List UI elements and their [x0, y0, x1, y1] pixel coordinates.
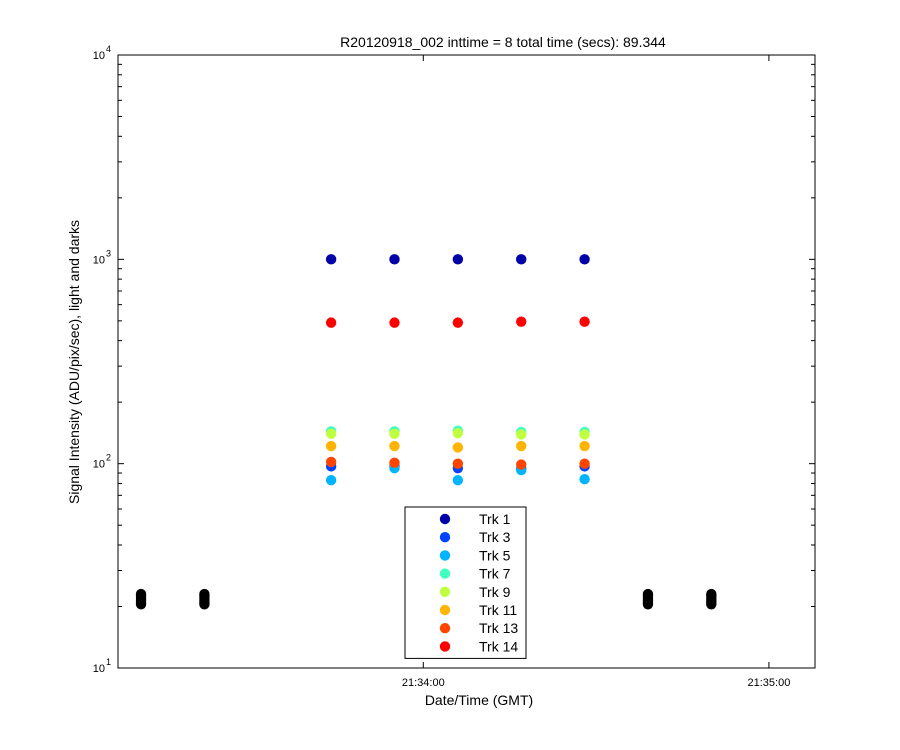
data-point — [389, 428, 400, 440]
data-point — [452, 475, 464, 486]
data-point — [579, 440, 590, 452]
data-point — [325, 254, 337, 265]
data-point — [452, 427, 464, 439]
y-tick-label: 10 — [93, 459, 105, 471]
legend-marker — [439, 586, 451, 597]
data-point — [452, 254, 464, 265]
legend-box — [404, 506, 527, 659]
legend-marker — [439, 641, 451, 652]
y-tick-label: 10 — [93, 254, 105, 266]
y-tick-exponent: 3 — [106, 248, 111, 258]
data-point — [389, 317, 400, 328]
dark-point — [706, 588, 717, 600]
data-point — [452, 458, 464, 469]
y-tick-exponent: 2 — [106, 453, 111, 463]
legend-label: Trk 13 — [479, 620, 518, 636]
dark-point — [135, 588, 147, 600]
legend-marker — [439, 532, 451, 543]
y-tick-label: 10 — [93, 50, 105, 62]
data-point — [325, 428, 337, 440]
data-point — [579, 458, 590, 469]
legend-label: Trk 3 — [479, 529, 511, 545]
dark-point — [642, 588, 654, 600]
data-point — [325, 440, 337, 452]
data-point — [452, 442, 464, 453]
legend-marker — [439, 604, 451, 616]
y-tick-exponent: 1 — [106, 657, 111, 667]
y-tick-exponent: 4 — [106, 44, 111, 54]
legend-marker — [439, 513, 451, 525]
legend-label: Trk 5 — [479, 547, 511, 563]
legend-label: Trk 7 — [479, 566, 511, 582]
y-tick-label: 10 — [93, 663, 105, 675]
legend-marker — [439, 568, 451, 579]
legend-marker — [439, 550, 451, 561]
x-tick-label: 21:34:00 — [402, 677, 445, 689]
legend: Trk 1 Trk 3 Trk 5 Trk 7 Trk 9 Trk 11 Trk 13 Trk… — [404, 506, 527, 659]
legend-marker — [439, 623, 451, 634]
data-point — [325, 456, 337, 468]
data-point — [389, 254, 400, 265]
data-point — [452, 317, 464, 328]
x-tick-label: 21:35:00 — [748, 677, 791, 689]
data-point — [389, 457, 400, 468]
data-point — [325, 475, 337, 486]
data-point — [389, 440, 400, 452]
legend-label: Trk 9 — [479, 584, 511, 600]
legend-label: Trk 1 — [479, 511, 511, 527]
data-points — [135, 254, 717, 610]
data-point — [579, 429, 590, 440]
legend-label: Trk 11 — [479, 602, 517, 618]
data-point — [516, 440, 527, 452]
legend-label: Trk 14 — [479, 638, 518, 654]
dark-point — [199, 588, 210, 600]
data-point — [325, 317, 337, 328]
data-point — [516, 429, 527, 440]
y-axis-label: Signal Intensity (ADU/pix/sec), light an… — [66, 220, 82, 504]
plot-area-frame — [117, 54, 816, 669]
data-point — [579, 254, 590, 265]
data-point — [579, 473, 590, 485]
data-point — [516, 316, 527, 327]
chart-title: R20120918_002 inttime = 8 total time (se… — [340, 34, 666, 50]
data-point — [516, 254, 527, 265]
x-axis-label: Date/Time (GMT) — [425, 692, 533, 708]
data-point — [516, 459, 527, 470]
data-point — [579, 316, 590, 327]
